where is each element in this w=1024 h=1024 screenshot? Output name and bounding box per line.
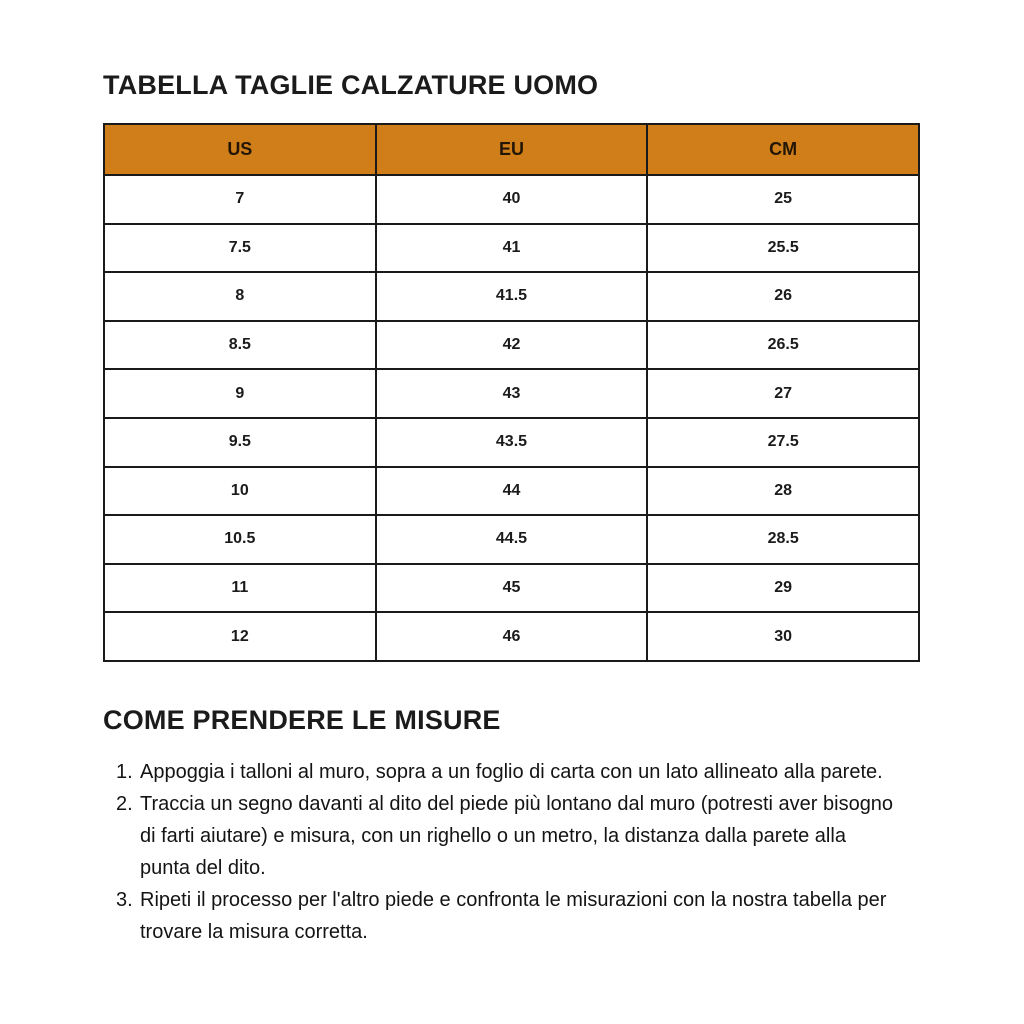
size-table-title: TABELLA TAGLIE CALZATURE UOMO [103, 70, 599, 100]
cell-us: 7 [103, 174, 377, 225]
size-table: US EU CM 7 40 25 7.5 41 25.5 8 41.5 26 [103, 123, 920, 662]
cell-cm: 30 [646, 611, 920, 662]
cell-us: 7.5 [103, 222, 377, 274]
step-text: Traccia un segno davanti al dito del pie… [140, 792, 894, 879]
step-text: Appoggia i talloni al muro, sopra a un f… [140, 760, 883, 783]
table-row: 10 44 28 [103, 465, 920, 517]
cell-us: 10.5 [103, 514, 377, 565]
cell-eu: 41.5 [374, 271, 649, 322]
table-row: 9 43 27 [103, 368, 920, 419]
cell-cm: 25 [646, 174, 920, 225]
step-number: 2. [116, 792, 133, 815]
cell-eu: 43.5 [374, 416, 649, 468]
table-row: 9.5 43.5 27.5 [103, 416, 920, 468]
size-table-body: 7 40 25 7.5 41 25.5 8 41.5 26 8.5 42 26.… [103, 174, 920, 662]
cell-us: 12 [103, 611, 377, 662]
column-header-us: US [103, 123, 377, 176]
cell-cm: 27 [646, 368, 920, 419]
instruction-step-2: 2. Traccia un segno davanti al dito del … [103, 788, 895, 884]
table-row: 10.5 44.5 28.5 [103, 514, 920, 565]
cell-eu: 40 [374, 174, 649, 225]
step-number: 3. [116, 888, 133, 911]
cell-eu: 41 [374, 222, 649, 274]
column-header-cm: CM [646, 123, 920, 176]
instruction-step-1: 1. Appoggia i talloni al muro, sopra a u… [103, 756, 895, 788]
instructions-list: 1. Appoggia i talloni al muro, sopra a u… [103, 756, 895, 948]
table-row: 8 41.5 26 [103, 271, 920, 322]
cell-eu: 45 [374, 562, 649, 614]
cell-us: 10 [103, 465, 377, 517]
table-row: 12 46 30 [103, 611, 920, 662]
cell-us: 9.5 [103, 416, 377, 468]
cell-cm: 25.5 [646, 222, 920, 274]
instruction-step-3: 3. Ripeti il processo per l'altro piede … [103, 884, 895, 948]
cell-us: 9 [103, 368, 377, 419]
cell-cm: 26 [646, 271, 920, 322]
step-text: Ripeti il processo per l'altro piede e c… [140, 888, 887, 943]
instructions-title: COME PRENDERE LE MISURE [103, 704, 501, 735]
cell-eu: 43 [374, 368, 649, 419]
table-row: 11 45 29 [103, 562, 920, 614]
column-header-eu: EU [374, 123, 649, 176]
table-row: 7 40 25 [103, 174, 920, 225]
cell-cm: 27.5 [646, 416, 920, 468]
cell-eu: 42 [374, 319, 649, 371]
cell-us: 8.5 [103, 319, 377, 371]
cell-us: 11 [103, 562, 377, 614]
cell-eu: 44 [374, 465, 649, 517]
cell-cm: 28 [646, 465, 920, 517]
size-guide-page: TABELLA TAGLIE CALZATURE UOMO US EU CM 7… [103, 70, 920, 948]
size-table-header-row: US EU CM [103, 123, 920, 176]
table-row: 8.5 42 26.5 [103, 319, 920, 371]
step-number: 1. [116, 760, 133, 783]
cell-us: 8 [103, 271, 377, 322]
cell-cm: 29 [646, 562, 920, 614]
cell-eu: 44.5 [374, 514, 649, 565]
size-table-header: US EU CM [103, 123, 920, 176]
cell-eu: 46 [374, 611, 649, 662]
table-row: 7.5 41 25.5 [103, 222, 920, 274]
cell-cm: 28.5 [646, 514, 920, 565]
cell-cm: 26.5 [646, 319, 920, 371]
